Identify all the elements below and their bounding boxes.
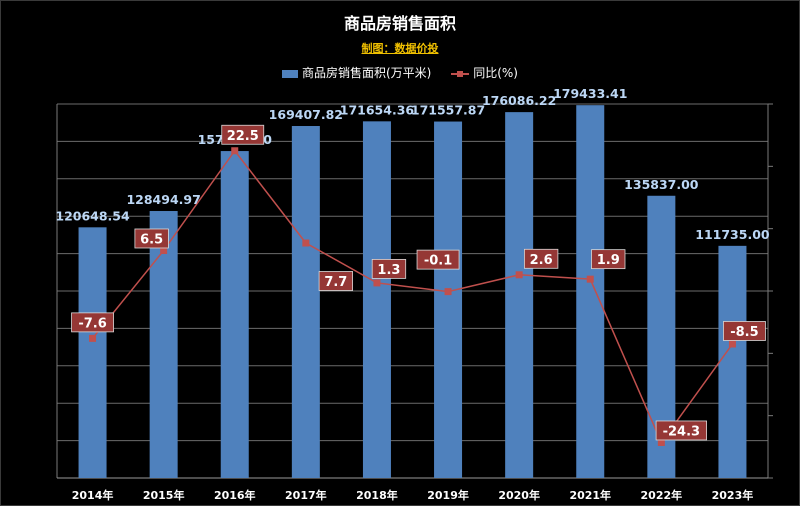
yoy-value-label: 7.7 <box>324 275 347 290</box>
legend-item-yoy: 同比(%) <box>451 64 518 81</box>
yoy-label-box <box>221 124 265 145</box>
bar-value-label: 120648.54 <box>55 208 130 223</box>
yoy-label-box <box>723 321 766 341</box>
yoy-marker <box>515 271 523 279</box>
yoy-marker <box>231 147 239 155</box>
bar-value-label: 179433.41 <box>553 86 627 101</box>
bar <box>362 121 391 478</box>
yoy-marker <box>89 334 97 342</box>
x-tick-label: 2020年 <box>498 488 540 502</box>
bar <box>576 105 605 478</box>
bar-value-label: 128494.97 <box>126 192 200 207</box>
legend-bar-label: 商品房销售面积(万平米) <box>302 66 432 80</box>
yoy-label-box <box>416 249 460 270</box>
bar <box>220 151 249 478</box>
yoy-value-label: -0.1 <box>424 254 452 269</box>
x-tick-label: 2014年 <box>72 488 114 502</box>
yoy-value-label: 22.5 <box>227 129 259 144</box>
legend-line-label: 同比(%) <box>473 66 518 80</box>
chart-subtitle: 制图：数据价投 <box>0 40 800 56</box>
legend-line-swatch <box>451 69 470 79</box>
yoy-label-box <box>591 249 626 270</box>
chart-title: 商品房销售面积 <box>343 14 456 33</box>
yoy-value-label: 1.3 <box>377 263 400 278</box>
bar <box>505 112 534 479</box>
x-tick-label: 2015年 <box>143 488 185 502</box>
bar <box>434 121 463 479</box>
yoy-label-box <box>655 420 707 441</box>
bar <box>78 227 107 478</box>
yoy-value-label: 6.5 <box>140 232 163 247</box>
yoy-marker <box>586 275 594 283</box>
yoy-value-label: 2.6 <box>530 253 553 268</box>
bar <box>291 126 320 479</box>
yoy-value-label: 1.9 <box>597 253 620 268</box>
yoy-label-box <box>318 271 354 291</box>
yoy-marker <box>373 279 381 287</box>
yoy-line <box>91 149 734 444</box>
yoy-marker <box>657 438 665 446</box>
x-tick-label: 2018年 <box>356 488 398 502</box>
yoy-marker <box>444 288 452 296</box>
bar <box>149 211 178 479</box>
bar <box>718 245 747 478</box>
x-tick-label: 2016年 <box>214 488 256 502</box>
yoy-marker <box>728 340 736 348</box>
bar-value-label: 169407.82 <box>269 107 343 122</box>
x-tick-label: 2019年 <box>427 488 469 502</box>
x-tick-label: 2017年 <box>285 488 327 502</box>
bar-value-label: 171557.87 <box>411 103 485 118</box>
bar-value-label: 135837.00 <box>624 177 699 192</box>
yoy-label-box <box>134 228 169 249</box>
yoy-marker <box>160 246 168 254</box>
bar-value-label: 111735.00 <box>695 227 770 242</box>
x-tick-label: 2023年 <box>712 488 754 502</box>
x-tick-label: 2021年 <box>569 488 611 502</box>
legend: 商品房销售面积(万平米) 同比(%) <box>0 64 800 81</box>
subtitle-text: 制图：数据价投 <box>361 42 439 55</box>
yoy-marker <box>302 239 310 247</box>
bar-value-label: 176086.22 <box>482 93 556 108</box>
legend-bar-swatch <box>282 69 298 78</box>
bar-value-label: 171654.36 <box>340 102 415 117</box>
yoy-value-label: -24.3 <box>663 424 700 439</box>
yoy-label-box <box>371 258 407 279</box>
yoy-label-box <box>71 312 114 333</box>
yoy-value-label: -8.5 <box>730 325 758 340</box>
yoy-label-box <box>524 248 559 269</box>
x-tick-label: 2022年 <box>641 488 683 502</box>
yoy-value-label: -7.6 <box>78 316 106 331</box>
legend-item-area: 商品房销售面积(万平米) <box>282 64 431 81</box>
